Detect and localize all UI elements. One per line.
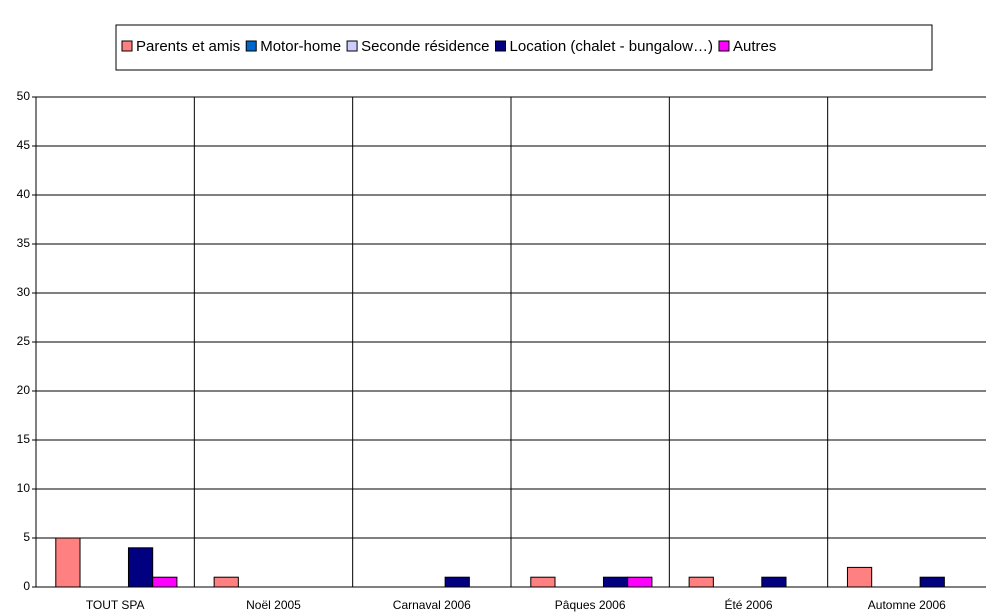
legend-label: Parents et amis (136, 38, 240, 55)
y-tick-label: 20 (17, 383, 31, 397)
legend-label: Location (chalet - bungalow…) (510, 38, 713, 55)
bar (55, 537, 81, 588)
legend-swatch (346, 40, 358, 52)
y-tick-label: 50 (17, 89, 31, 103)
y-tick-label: 35 (17, 236, 31, 250)
x-tick-label: Carnaval 2006 (393, 598, 471, 612)
legend-swatch (495, 40, 507, 52)
bar (213, 576, 239, 588)
legend-swatch (245, 40, 257, 52)
y-tick-label: 5 (23, 530, 30, 544)
bar (152, 576, 178, 588)
y-tick-label: 0 (23, 579, 30, 593)
bar (846, 566, 873, 588)
x-tick-label: Pâques 2006 (555, 598, 626, 612)
bar (688, 576, 714, 588)
bar (444, 576, 470, 588)
y-tick-label: 30 (17, 285, 31, 299)
x-tick-label: Automne 2006 (868, 598, 946, 612)
bar (627, 576, 653, 588)
y-tick-label: 45 (17, 138, 31, 152)
legend-label: Motor-home (260, 38, 341, 55)
x-tick-label: TOUT SPA (86, 598, 145, 612)
y-tick-label: 25 (17, 334, 31, 348)
bar (761, 576, 787, 588)
bar (919, 576, 945, 588)
bar (530, 576, 556, 588)
legend-label: Autres (733, 38, 776, 55)
x-tick-label: Noël 2005 (246, 598, 301, 612)
y-tick-label: 40 (17, 187, 31, 201)
y-tick-label: 15 (17, 432, 31, 446)
legend-label: Seconde résidence (361, 38, 489, 55)
legend-swatch (121, 40, 133, 52)
bar (127, 547, 154, 588)
legend-swatch (718, 40, 730, 52)
x-tick-label: Été 2006 (724, 597, 772, 612)
y-tick-label: 10 (17, 481, 31, 495)
bar (602, 576, 629, 588)
